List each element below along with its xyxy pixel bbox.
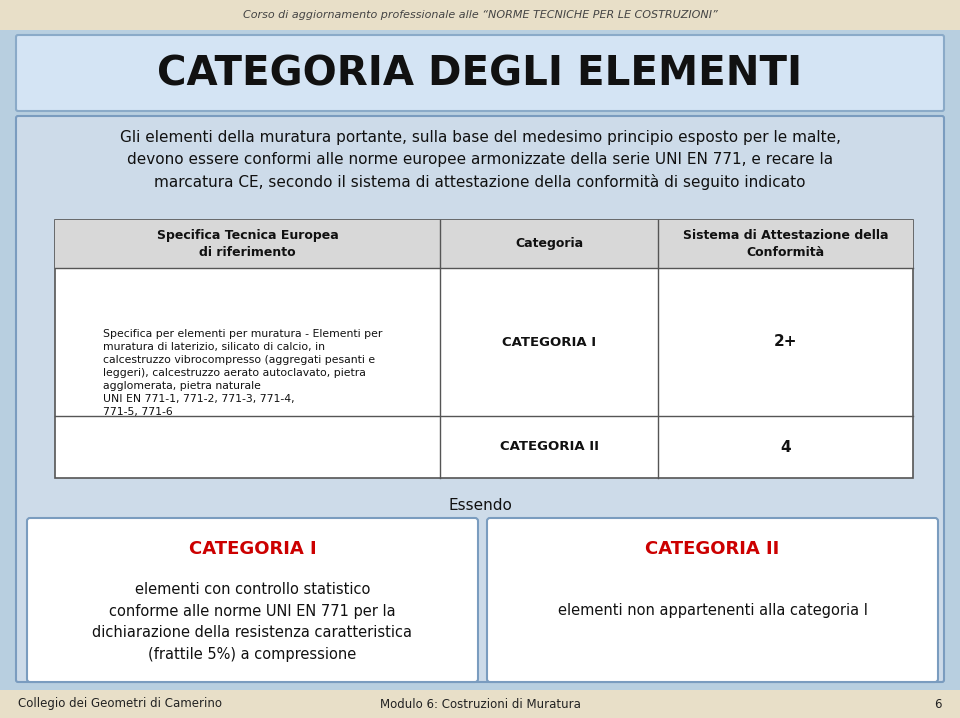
- Text: Sistema di Attestazione della
Conformità: Sistema di Attestazione della Conformità: [683, 229, 888, 258]
- Bar: [55, 220, 913, 268]
- Text: Modulo 6: Costruzioni di Muratura: Modulo 6: Costruzioni di Muratura: [379, 697, 581, 711]
- Bar: [0, 690, 960, 718]
- Text: elementi con controllo statistico
conforme alle norme UNI EN 771 per la
dichiara: elementi con controllo statistico confor…: [92, 582, 413, 662]
- Text: 6: 6: [934, 697, 942, 711]
- Text: 4: 4: [780, 439, 791, 454]
- Text: Specifica Tecnica Europea
di riferimento: Specifica Tecnica Europea di riferimento: [156, 229, 338, 258]
- Text: elementi non appartenenti alla categoria I: elementi non appartenenti alla categoria…: [558, 602, 868, 617]
- FancyBboxPatch shape: [16, 35, 944, 111]
- Text: CATEGORIA II: CATEGORIA II: [499, 441, 598, 454]
- Text: 2+: 2+: [774, 335, 797, 350]
- Text: Corso di aggiornamento professionale alle “NORME TECNICHE PER LE COSTRUZIONI”: Corso di aggiornamento professionale all…: [243, 10, 717, 20]
- Text: Gli elementi della muratura portante, sulla base del medesimo principio esposto : Gli elementi della muratura portante, su…: [119, 130, 841, 190]
- Text: CATEGORIA DEGLI ELEMENTI: CATEGORIA DEGLI ELEMENTI: [157, 54, 803, 94]
- Text: Categoria: Categoria: [515, 238, 583, 251]
- Text: CATEGORIA I: CATEGORIA I: [502, 335, 596, 348]
- FancyBboxPatch shape: [487, 518, 938, 682]
- Text: Essendo: Essendo: [448, 498, 512, 513]
- Bar: [55, 220, 913, 478]
- FancyBboxPatch shape: [27, 518, 478, 682]
- Text: Collegio dei Geometri di Camerino: Collegio dei Geometri di Camerino: [18, 697, 222, 711]
- Text: Specifica per elementi per muratura - Elementi per
muratura di laterizio, silica: Specifica per elementi per muratura - El…: [103, 329, 382, 417]
- Bar: [0, 0, 960, 30]
- Text: CATEGORIA II: CATEGORIA II: [645, 540, 780, 558]
- Text: CATEGORIA I: CATEGORIA I: [189, 540, 316, 558]
- FancyBboxPatch shape: [16, 116, 944, 682]
